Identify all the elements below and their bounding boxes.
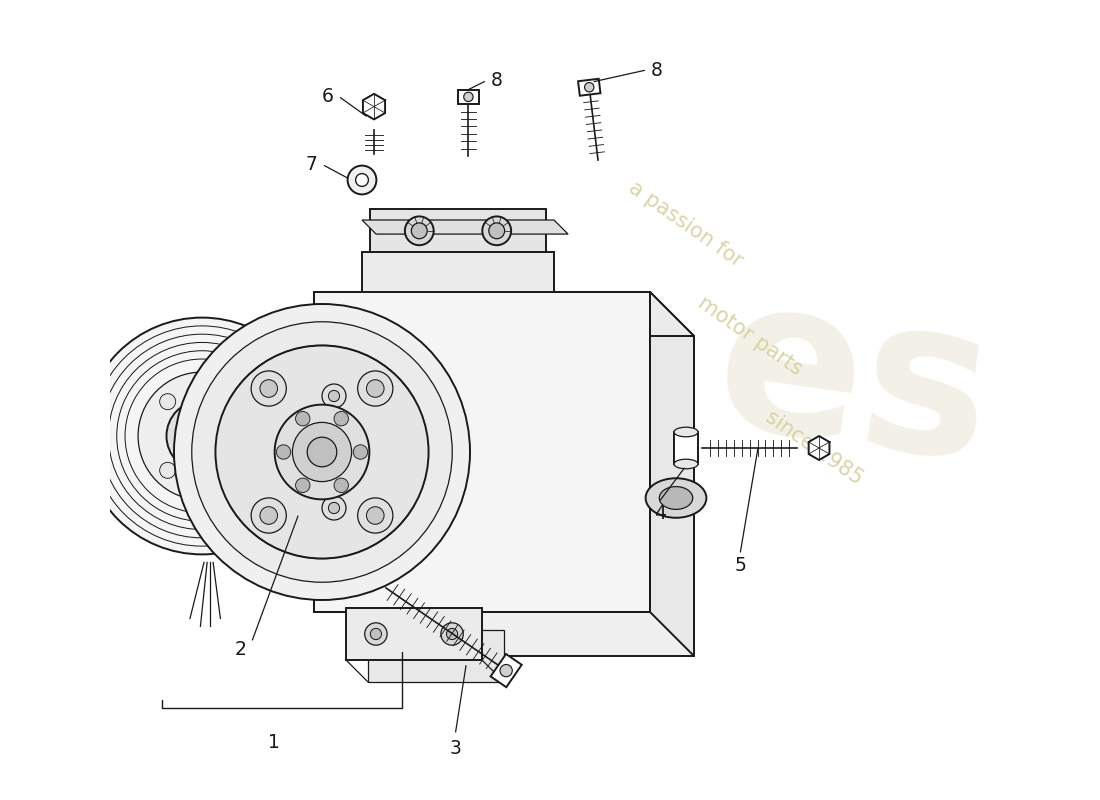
Circle shape bbox=[84, 318, 320, 554]
Circle shape bbox=[229, 394, 244, 410]
Circle shape bbox=[405, 216, 433, 245]
Circle shape bbox=[139, 372, 266, 500]
Circle shape bbox=[166, 401, 238, 471]
Circle shape bbox=[322, 496, 346, 520]
Circle shape bbox=[191, 322, 452, 582]
Circle shape bbox=[366, 506, 384, 524]
Circle shape bbox=[411, 223, 427, 238]
Circle shape bbox=[500, 665, 513, 677]
Text: 2: 2 bbox=[234, 640, 246, 659]
Circle shape bbox=[191, 426, 212, 446]
Circle shape bbox=[251, 371, 286, 406]
Ellipse shape bbox=[674, 427, 698, 437]
Polygon shape bbox=[363, 94, 385, 119]
Text: es: es bbox=[704, 262, 1004, 506]
Text: 6: 6 bbox=[321, 86, 333, 106]
Text: 1: 1 bbox=[268, 733, 279, 752]
Text: since 1985: since 1985 bbox=[761, 407, 867, 489]
Circle shape bbox=[334, 411, 349, 426]
Ellipse shape bbox=[659, 486, 693, 510]
Circle shape bbox=[348, 166, 376, 194]
Circle shape bbox=[371, 629, 382, 640]
Polygon shape bbox=[358, 336, 694, 656]
Circle shape bbox=[160, 462, 176, 478]
Circle shape bbox=[441, 622, 463, 645]
Circle shape bbox=[365, 622, 387, 645]
Circle shape bbox=[353, 445, 367, 459]
Polygon shape bbox=[674, 432, 698, 464]
Circle shape bbox=[296, 411, 310, 426]
Text: 4: 4 bbox=[654, 504, 667, 523]
Circle shape bbox=[296, 478, 310, 493]
Polygon shape bbox=[314, 292, 650, 612]
Circle shape bbox=[584, 82, 594, 92]
Polygon shape bbox=[579, 78, 601, 96]
Circle shape bbox=[366, 380, 384, 398]
Circle shape bbox=[482, 216, 512, 245]
Circle shape bbox=[229, 462, 244, 478]
Text: 7: 7 bbox=[306, 154, 318, 174]
Circle shape bbox=[334, 478, 349, 493]
Circle shape bbox=[275, 405, 370, 499]
Polygon shape bbox=[314, 292, 694, 336]
Circle shape bbox=[358, 371, 393, 406]
Circle shape bbox=[329, 390, 340, 402]
Text: 3: 3 bbox=[450, 738, 462, 758]
Circle shape bbox=[358, 498, 393, 533]
Text: 8: 8 bbox=[650, 61, 662, 80]
Circle shape bbox=[216, 346, 429, 558]
Ellipse shape bbox=[646, 478, 706, 518]
Circle shape bbox=[260, 506, 277, 524]
Circle shape bbox=[307, 437, 337, 467]
Text: motor parts: motor parts bbox=[694, 293, 806, 379]
Circle shape bbox=[464, 92, 473, 102]
Text: a passion for: a passion for bbox=[625, 178, 747, 270]
Circle shape bbox=[488, 223, 505, 238]
Text: 5: 5 bbox=[735, 556, 746, 575]
Circle shape bbox=[180, 414, 223, 458]
Circle shape bbox=[251, 498, 286, 533]
Text: 8: 8 bbox=[491, 70, 503, 90]
Circle shape bbox=[260, 380, 277, 398]
Polygon shape bbox=[650, 292, 694, 656]
Polygon shape bbox=[368, 630, 504, 682]
Circle shape bbox=[160, 394, 176, 410]
Circle shape bbox=[329, 502, 340, 514]
Polygon shape bbox=[808, 436, 829, 460]
Polygon shape bbox=[491, 654, 521, 687]
Polygon shape bbox=[306, 356, 354, 548]
Circle shape bbox=[355, 174, 368, 186]
Circle shape bbox=[276, 445, 290, 459]
Polygon shape bbox=[370, 209, 546, 253]
Circle shape bbox=[174, 304, 470, 600]
Circle shape bbox=[447, 629, 458, 640]
Polygon shape bbox=[362, 253, 554, 292]
Polygon shape bbox=[458, 90, 478, 104]
Polygon shape bbox=[362, 220, 568, 234]
Ellipse shape bbox=[674, 459, 698, 469]
Polygon shape bbox=[346, 608, 482, 660]
Circle shape bbox=[322, 384, 346, 408]
Circle shape bbox=[293, 422, 352, 482]
